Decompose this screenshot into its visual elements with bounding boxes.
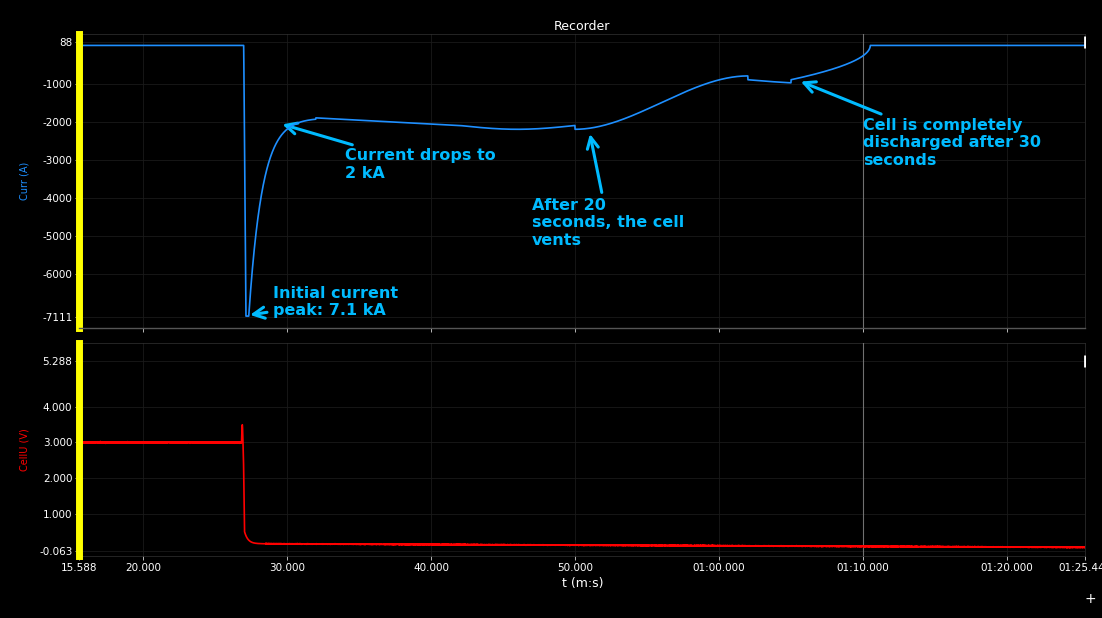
Text: +: + bbox=[1084, 591, 1096, 606]
Text: Initial current
peak: 7.1 kA: Initial current peak: 7.1 kA bbox=[253, 286, 398, 318]
Text: Cell is completely
discharged after 30
seconds: Cell is completely discharged after 30 s… bbox=[804, 82, 1041, 167]
Text: Current drops to
2 kA: Current drops to 2 kA bbox=[285, 123, 495, 180]
Text: Curr (A): Curr (A) bbox=[19, 162, 29, 200]
Text: After 20
seconds, the cell
vents: After 20 seconds, the cell vents bbox=[532, 137, 684, 248]
Text: CellU (V): CellU (V) bbox=[19, 428, 29, 471]
Title: Recorder: Recorder bbox=[554, 20, 611, 33]
X-axis label: t (m:s): t (m:s) bbox=[562, 577, 603, 590]
